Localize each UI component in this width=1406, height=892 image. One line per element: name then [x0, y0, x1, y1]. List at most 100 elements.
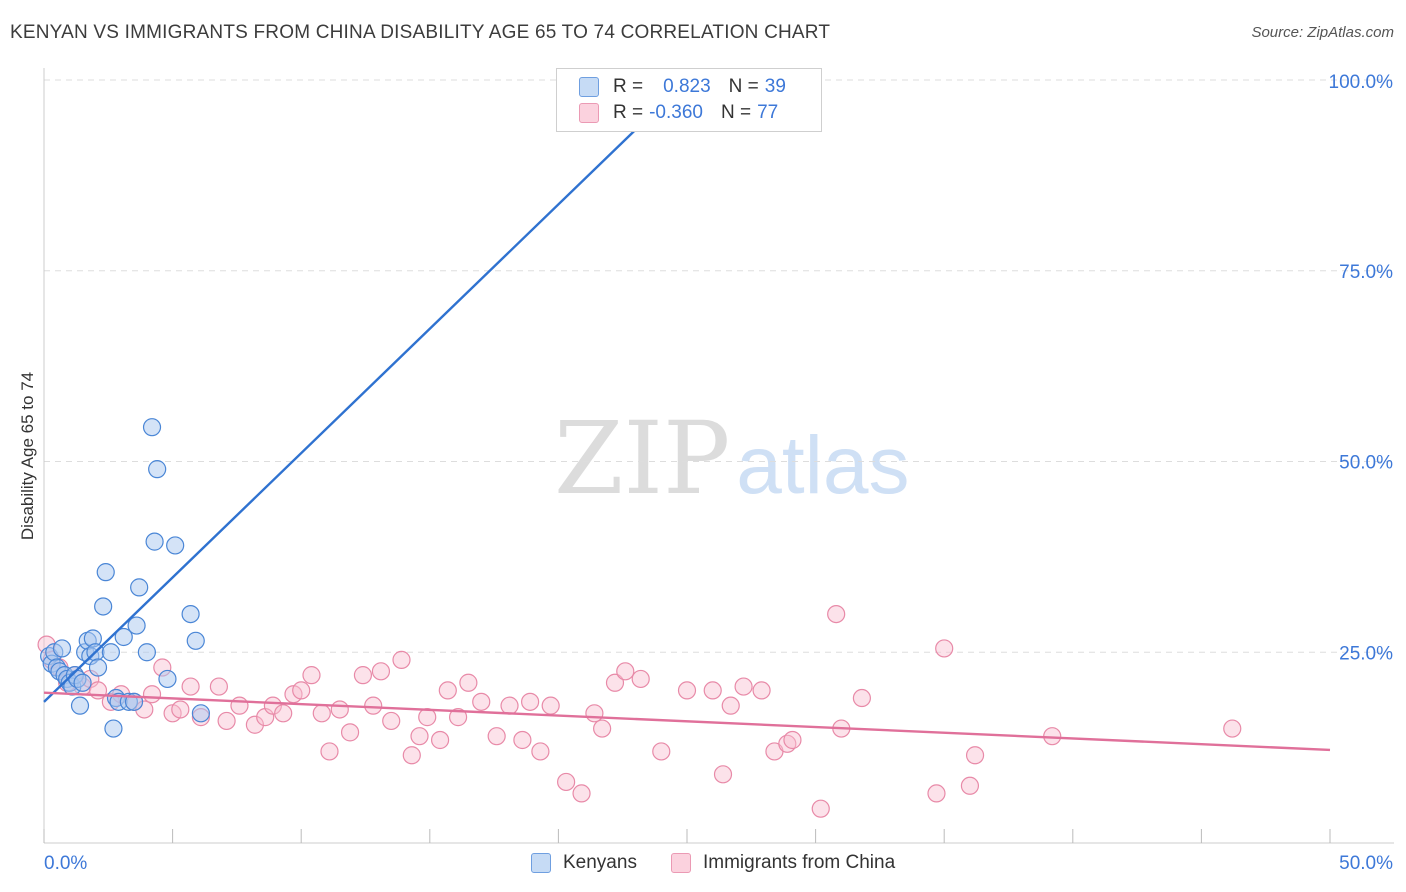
kenyan-point	[114, 627, 133, 647]
china-point	[402, 746, 421, 765]
kenyan-point	[104, 719, 123, 738]
kenyan-point	[145, 532, 164, 551]
kenyan-point	[101, 643, 120, 662]
kenyan-point	[130, 578, 149, 597]
china-point	[734, 677, 753, 696]
china-point	[217, 711, 236, 731]
china-point	[541, 696, 560, 715]
legend-row-kenyans: R = 0.823 N = 39	[579, 74, 786, 100]
china-point	[312, 704, 331, 723]
china-point	[513, 730, 532, 750]
china-point	[721, 696, 740, 715]
china-point	[230, 696, 249, 715]
china-point	[585, 704, 604, 723]
china-point	[382, 711, 401, 731]
china-point	[274, 704, 293, 723]
n-value: 77	[757, 102, 779, 123]
china-point	[302, 666, 321, 685]
kenyan-point	[52, 639, 72, 658]
kenyans-swatch	[579, 77, 599, 97]
correlation-legend: R = 0.823 N = 39 R = -0.360 N = 77	[556, 68, 822, 132]
kenyan-point	[191, 704, 210, 723]
n-label: N =	[728, 76, 759, 97]
y-tick-label: 75.0%	[1339, 262, 1393, 283]
china-point	[677, 681, 697, 700]
china-point	[557, 772, 576, 792]
china-point	[330, 700, 349, 719]
china-legend-swatch	[671, 853, 691, 873]
kenyan-point	[94, 597, 113, 616]
r-label: R =	[613, 76, 644, 97]
china-point	[965, 746, 985, 765]
kenyan-point	[186, 631, 205, 650]
china-point	[392, 650, 411, 669]
china-point	[448, 708, 468, 727]
china-point	[171, 700, 190, 719]
china-point	[713, 765, 733, 784]
chart-title: KENYAN VS IMMIGRANTS FROM CHINA DISABILI…	[10, 22, 831, 43]
r-value: 0.823	[663, 76, 711, 97]
kenyan-trendline	[43, 79, 688, 703]
china-point	[500, 696, 519, 715]
china-point	[752, 681, 771, 700]
grid-layer	[44, 79, 1394, 653]
china-point	[459, 673, 478, 692]
china-point	[364, 696, 383, 715]
tick-label-layer: 25.0% 50.0% 75.0% 100.0% 0.0% 50.0%	[44, 72, 1393, 874]
kenyan-point	[96, 563, 115, 582]
china-point	[487, 727, 506, 746]
china-point	[827, 604, 846, 624]
kenyan-point	[181, 604, 200, 624]
kenyan-points-layer	[40, 70, 684, 738]
china-point	[652, 742, 671, 761]
kenyans-legend-swatch	[531, 853, 551, 873]
china-point	[142, 685, 162, 704]
china-point	[371, 662, 391, 681]
china-point	[852, 688, 871, 708]
kenyan-point	[166, 536, 185, 555]
axis-layer	[43, 68, 1394, 844]
kenyan-point	[73, 673, 92, 692]
china-point	[531, 742, 550, 761]
legend-item-china[interactable]: Immigrants from China	[671, 852, 895, 874]
china-trendline	[43, 691, 1331, 752]
china-point	[572, 784, 591, 803]
china-point	[181, 677, 200, 696]
china-point	[410, 727, 429, 746]
kenyan-point	[88, 658, 108, 677]
china-point	[320, 742, 339, 761]
china-point	[521, 692, 540, 711]
legend-row-china: R = -0.360 N = 77	[579, 100, 778, 126]
source-credit: Source: ZipAtlas.com	[1251, 24, 1394, 41]
china-point	[605, 673, 625, 692]
series-legend: Kenyans Immigrants from China	[0, 850, 1406, 878]
china-point	[263, 696, 283, 715]
china-point	[1223, 719, 1242, 738]
r-value: -0.360	[649, 102, 703, 123]
kenyans-legend-label: Kenyans	[563, 852, 637, 873]
kenyan-point	[70, 696, 90, 715]
china-point	[245, 715, 265, 734]
kenyan-point	[148, 460, 167, 479]
y-tick-label: 25.0%	[1339, 643, 1393, 664]
china-point	[593, 719, 612, 738]
legend-item-kenyans[interactable]: Kenyans	[531, 852, 637, 874]
china-point	[927, 784, 946, 803]
china-point	[703, 681, 722, 700]
china-point	[209, 677, 228, 696]
china-legend-label: Immigrants from China	[703, 852, 896, 873]
trend-layer	[43, 79, 1331, 752]
y-tick-label: 100.0%	[1329, 72, 1394, 93]
kenyan-point	[137, 643, 156, 662]
china-point	[616, 662, 635, 681]
china-point	[783, 730, 802, 750]
kenyan-point	[158, 669, 177, 689]
kenyan-point	[142, 418, 162, 437]
china-point	[811, 799, 830, 818]
china-point	[472, 692, 491, 711]
china-point	[960, 776, 980, 795]
n-value: 39	[764, 76, 786, 97]
china-points-layer	[37, 604, 1242, 818]
china-point	[340, 723, 360, 742]
